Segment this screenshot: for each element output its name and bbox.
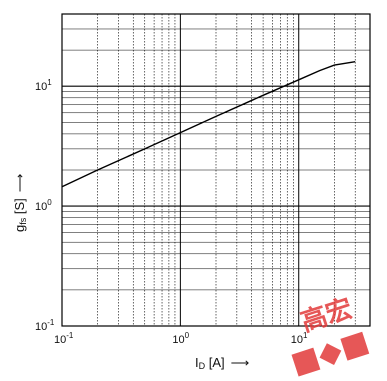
y-tick-label: 100 [35,198,52,213]
grid [62,14,370,326]
x-tick-label: 101 [291,331,308,346]
plot-frame [61,13,371,327]
y-tick-labels: 10-1 100 101 [35,78,55,333]
x-tick-labels: 10-1 100 101 [54,331,308,346]
y-tick-label: 10-1 [35,318,55,333]
x-tick-label: 10-1 [54,331,74,346]
y-tick-label: 101 [35,78,52,93]
y-axis-label: gfs [S]⟶ [12,174,28,232]
gfs-curve [61,61,356,188]
x-tick-label: 100 [172,331,189,346]
series-layer [61,61,356,188]
x-axis-label: ID [A] ⟶ [195,355,249,371]
